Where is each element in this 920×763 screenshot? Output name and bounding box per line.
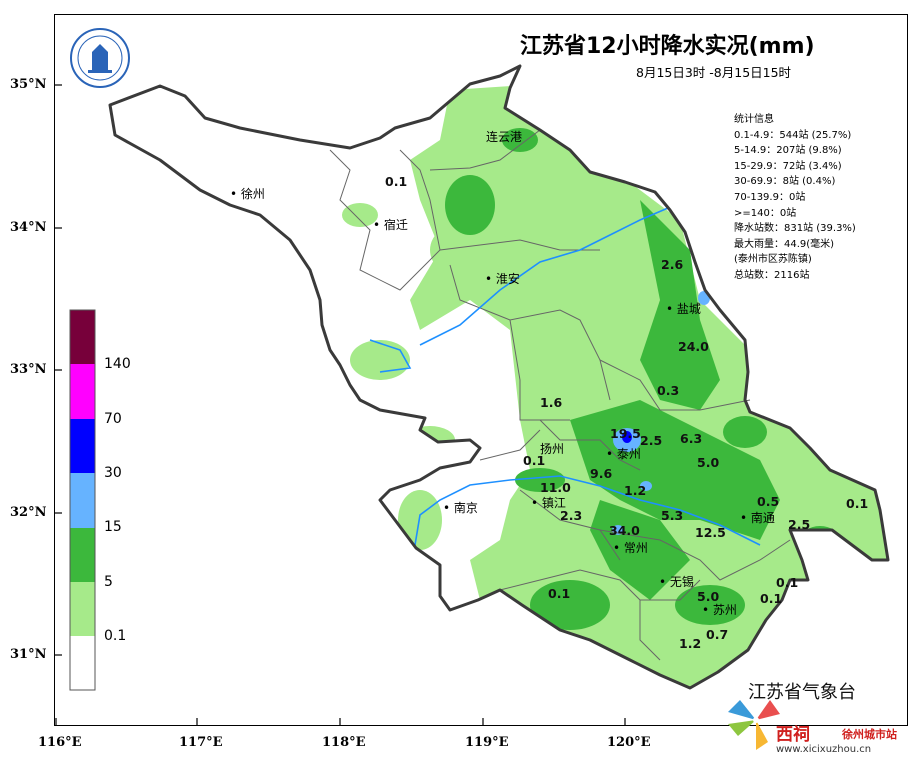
stats-line: 降水站数：831站 (39.3%) [734, 223, 856, 235]
stats-line: (泰州市区苏陈镇) [734, 254, 812, 266]
legend-label: 5 [104, 574, 113, 590]
rainfall-value: 2.5 [640, 433, 663, 448]
legend-colorbar [69, 309, 96, 691]
axis-ticks [54, 84, 626, 726]
rainfall-value: 0.1 [548, 586, 571, 601]
lon-label: 120°E [607, 735, 651, 750]
city-label-zhenjiang: • 镇江 [531, 496, 566, 510]
city-label-huaian: • 淮安 [485, 272, 520, 286]
city-label-suqian: • 宿迁 [373, 218, 408, 232]
lat-label: 35°N [10, 77, 47, 92]
rainfall-value: 2.5 [788, 517, 811, 532]
stats-line: 30-69.9：8站 (0.4%) [734, 176, 836, 188]
stats-line: 0.1-4.9：544站 (25.7%) [734, 129, 852, 141]
rainfall-value: 0.1 [523, 453, 546, 468]
city-label-yangzhou: 扬州 [540, 442, 565, 456]
rainfall-value: 2.3 [560, 508, 583, 523]
legend-label: 15 [104, 519, 122, 535]
rainfall-value: 0.1 [846, 496, 869, 511]
watermark-name: 西祠 [776, 725, 810, 745]
city-label-suzhou: • 苏州 [702, 603, 737, 617]
stats-line: 5-14.9：207站 (9.8%) [734, 145, 842, 157]
rainfall-value: 12.5 [695, 525, 726, 540]
watermark-url: www.xicixuzhou.cn [776, 744, 872, 755]
city-label-nantong: • 南通 [740, 511, 775, 525]
city-boundaries [329, 129, 791, 661]
lat-label: 33°N [10, 362, 47, 377]
lon-label: 118°E [322, 735, 366, 750]
rainfall-value: 0.3 [657, 383, 680, 398]
legend-label: 140 [104, 356, 131, 372]
rainfall-value: 0.5 [757, 494, 780, 509]
city-label-taizhou: • 泰州 [606, 447, 641, 461]
stats-panel: 统计信息 0.1-4.9：544站 (25.7%) 5-14.9：207站 (9… [734, 112, 856, 284]
agency-name: 江苏省气象台 [748, 682, 856, 703]
lat-label: 31°N [10, 647, 47, 662]
city-label-yancheng: • 盐城 [666, 302, 701, 316]
province-outline [108, 64, 890, 690]
rainfall-value: 9.6 [590, 466, 613, 481]
rainfall-value: 34.0 [609, 523, 640, 538]
lon-label: 116°E [38, 735, 82, 750]
stats-line: 总站数：2116站 [734, 269, 810, 281]
rainfall-value: 24.0 [678, 339, 709, 354]
rainfall-value: 5.0 [697, 455, 720, 470]
stats-line: 最大雨量：44.9(毫米) [734, 238, 835, 250]
legend-label: 0.1 [104, 628, 127, 644]
rainfall-value: 6.3 [680, 431, 703, 446]
city-label-wuxi: • 无锡 [659, 575, 694, 589]
rainfall-value: 1.6 [540, 395, 563, 410]
logo-icon [70, 28, 130, 88]
watermark-subtitle: 徐州城市站 [842, 728, 897, 741]
rainfall-value: 0.7 [706, 627, 729, 642]
legend-label: 70 [104, 411, 122, 427]
rainfall-value: 19.5 [610, 426, 641, 441]
watermark-logo-icon [728, 700, 780, 750]
lon-label: 119°E [465, 735, 509, 750]
stats-line: 15-29.9：72站 (3.4%) [734, 160, 842, 172]
stats-heading: 统计信息 [734, 114, 774, 125]
lat-label: 32°N [10, 505, 47, 520]
rainfall-value: 1.2 [624, 483, 647, 498]
lat-label: 34°N [10, 220, 47, 235]
map-subtitle: 8月15日3时 -8月15日15时 [636, 65, 792, 80]
lon-label: 117°E [179, 735, 223, 750]
city-label-nanjing: • 南京 [443, 501, 478, 515]
rainfall-value: 5.3 [661, 508, 684, 523]
rainfall-value: 1.2 [679, 636, 702, 651]
stats-line: >=140：0站 [734, 207, 797, 219]
rainfall-value: 0.1 [385, 174, 408, 189]
city-label-lianyungang: 连云港 [486, 130, 523, 144]
rainfall-value: 5.0 [697, 589, 720, 604]
rainfall-value: 11.0 [540, 480, 571, 495]
map-title: 江苏省12小时降水实况(mm) [520, 34, 815, 59]
city-label-xuzhou: • 徐州 [230, 187, 265, 201]
stats-line: 70-139.9：0站 [734, 191, 806, 203]
rivers [369, 207, 761, 546]
legend-label: 30 [104, 465, 122, 481]
rainfall-value: 0.1 [776, 575, 799, 590]
rainfall-value: 0.1 [760, 591, 783, 606]
city-label-changzhou: • 常州 [613, 541, 648, 555]
rainfall-value: 2.6 [661, 257, 684, 272]
